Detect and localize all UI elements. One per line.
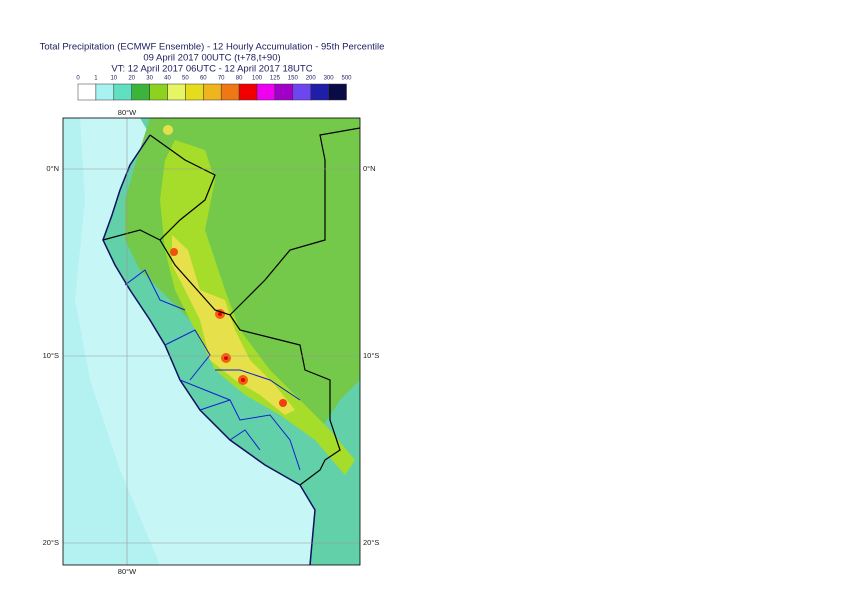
regions bbox=[124, 269, 301, 471]
legend-label: 80 bbox=[236, 76, 243, 82]
legend-swatch bbox=[238, 83, 258, 101]
lon-label: 80°W bbox=[118, 108, 137, 117]
legend-label: 30 bbox=[146, 76, 153, 82]
legend-swatch bbox=[310, 83, 329, 101]
lat-label: 20°S bbox=[363, 538, 379, 547]
lon-label: 80°W bbox=[118, 567, 137, 576]
lat-label: 0°N bbox=[363, 164, 376, 173]
border-2 bbox=[102, 229, 341, 486]
lat-label: 0°N bbox=[46, 164, 59, 173]
legend-label: 60 bbox=[200, 76, 207, 82]
lat-label: 20°S bbox=[43, 538, 59, 547]
legend-label: 20 bbox=[128, 76, 135, 82]
legend-swatch bbox=[77, 83, 97, 101]
rain-yellow bbox=[172, 235, 295, 415]
legend-swatch bbox=[167, 83, 186, 101]
legend-label: 70 bbox=[218, 76, 225, 82]
lat-label: 10°S bbox=[43, 351, 59, 360]
border bbox=[149, 127, 360, 316]
coastline bbox=[102, 134, 316, 565]
legend-swatch bbox=[95, 83, 115, 101]
legend-label: 300 bbox=[324, 76, 335, 82]
legend-label: 40 bbox=[164, 76, 171, 82]
legend-swatch bbox=[149, 83, 168, 101]
legend-swatch bbox=[131, 83, 150, 101]
valid-time: VT: 12 April 2017 06UTC - 12 April 2017 … bbox=[111, 64, 312, 75]
legend-label: 0 bbox=[76, 76, 80, 82]
legend-swatch bbox=[113, 83, 132, 101]
legend-label: 500 bbox=[341, 76, 352, 82]
legend-swatch bbox=[203, 83, 222, 101]
subtitle: 09 April 2017 00UTC (t+78,t+90) bbox=[143, 53, 280, 64]
legend-swatch bbox=[185, 83, 204, 101]
legend-label: 125 bbox=[270, 76, 281, 82]
legend-label: 1 bbox=[94, 76, 98, 82]
lat-label: 10°S bbox=[363, 351, 379, 360]
map bbox=[63, 118, 360, 565]
coord-labels: 80°W 80°W 0°N 0°N 10°S 10°S 20°S 20°S bbox=[43, 108, 380, 576]
legend-label: 10 bbox=[110, 76, 117, 82]
legend-swatch bbox=[274, 83, 294, 101]
legend-label: 100 bbox=[252, 76, 263, 82]
legend-swatch bbox=[292, 83, 311, 101]
legend: 0 1 10 20 30 40 50 60 70 80 100 125 150 200 300 500 bbox=[76, 76, 352, 101]
map-frame bbox=[62, 117, 361, 566]
graticule bbox=[63, 118, 360, 565]
rain-max bbox=[163, 125, 287, 407]
title: Total Precipitation (ECMWF Ensemble) - 1… bbox=[40, 42, 385, 53]
legend-label: 150 bbox=[288, 76, 299, 82]
legend-swatch bbox=[328, 83, 347, 101]
sea-shade bbox=[63, 118, 160, 565]
legend-label: 50 bbox=[182, 76, 189, 82]
legend-swatch bbox=[220, 83, 240, 101]
legend-swatch bbox=[256, 83, 276, 101]
legend-label: 200 bbox=[306, 76, 317, 82]
